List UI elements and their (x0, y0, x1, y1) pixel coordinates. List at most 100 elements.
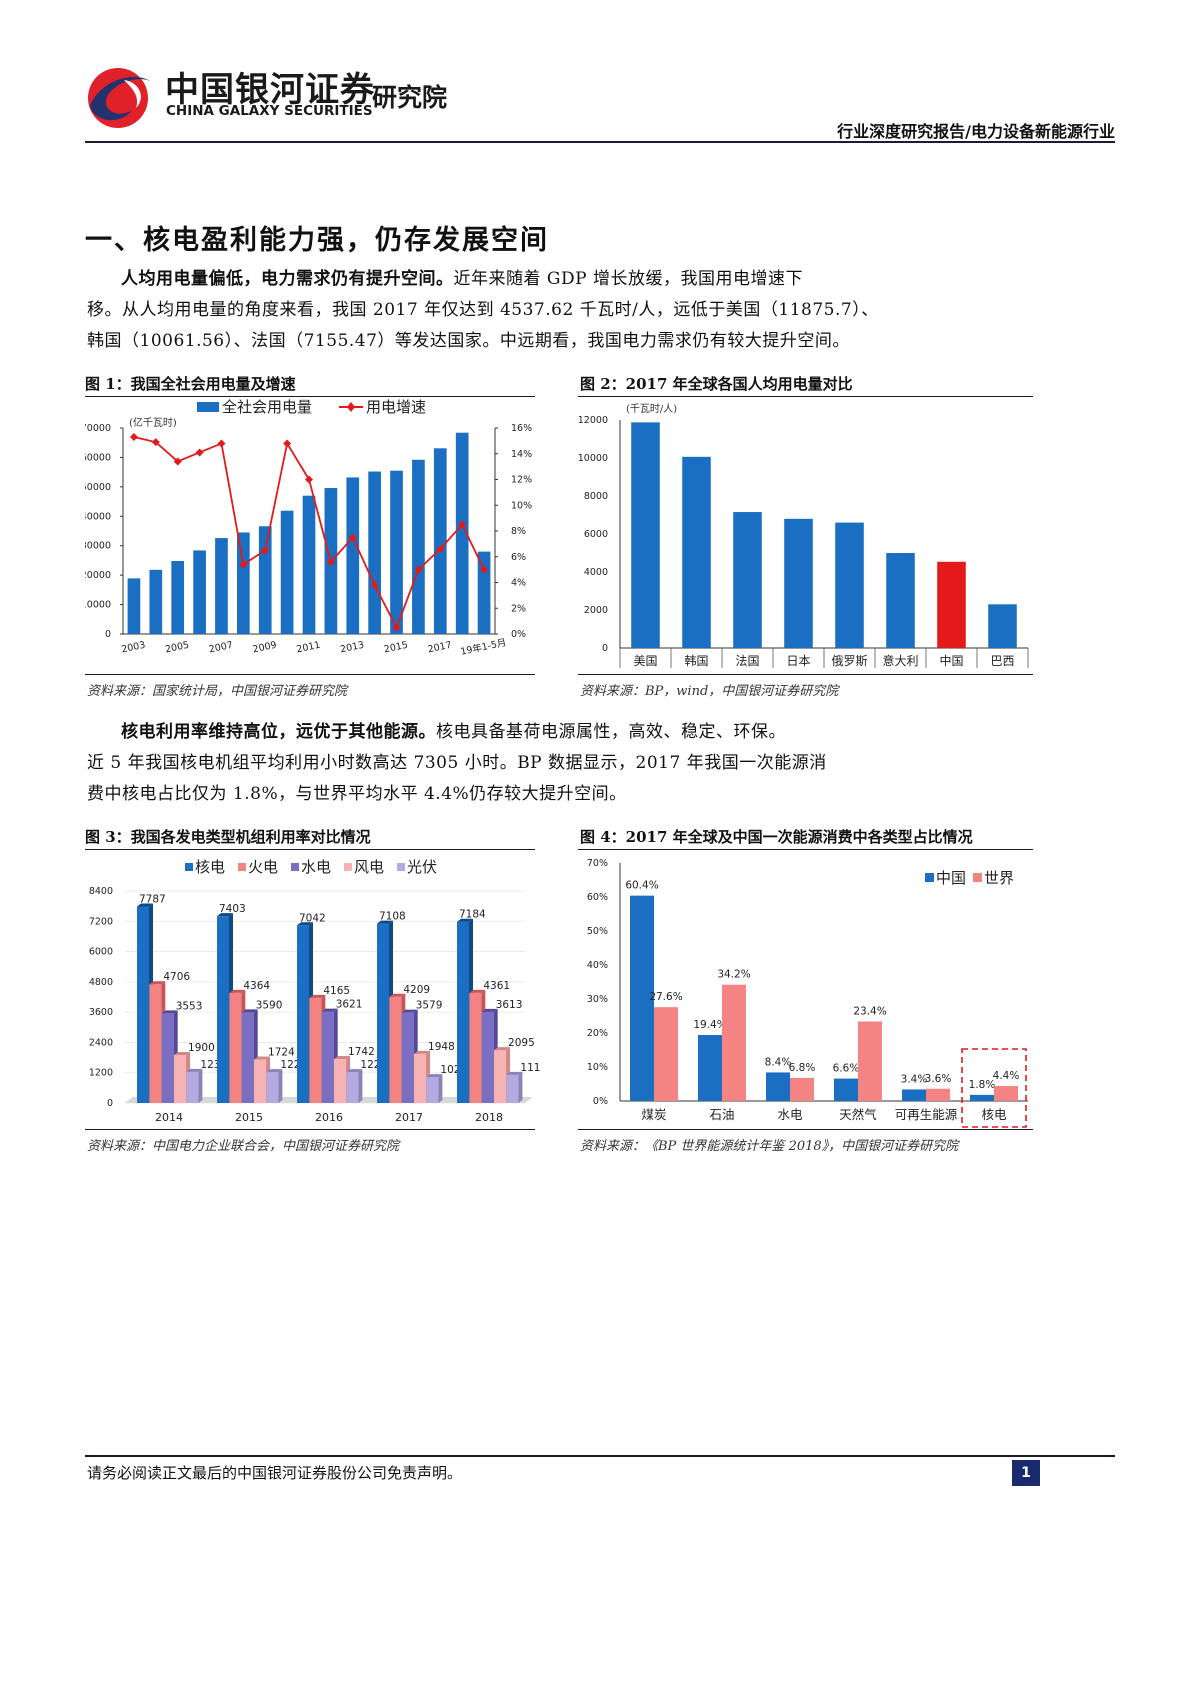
y-tick-label: 2400 (89, 1037, 113, 1048)
legend-swatch-1 (238, 863, 246, 871)
bar-consumption (412, 459, 425, 634)
fig1-title: 图 1：我国全社会用电量及增速 (85, 375, 296, 393)
bar-consumption (280, 510, 294, 634)
y-tick-label: 0 (105, 629, 111, 640)
x-tick-label: 2013 (339, 640, 365, 656)
y-tick-label: 10% (587, 1062, 608, 1073)
legend-label-2: 水电 (301, 858, 331, 876)
bar-consumption (258, 526, 272, 634)
x-tick-label: 2015 (235, 1111, 263, 1124)
data-label: 7108 (379, 911, 406, 923)
x-tick-label: 核电 (981, 1107, 1007, 1122)
data-label: 4209 (403, 984, 430, 996)
y-tick-label: 60000 (85, 452, 111, 463)
legend-label-0: 核电 (195, 858, 225, 876)
bar-consumption (346, 477, 360, 634)
para2-line3: 费中核电占比仅为 1.8%，与世界平均水平 4.4%仍存较大提升空间。 (87, 784, 627, 804)
data-label: 6.8% (789, 1062, 816, 1074)
x-tick-label: 2009 (252, 640, 278, 656)
y-tick-label: 50% (587, 926, 608, 937)
para2-line2: 近 5 年我国核电机组平均利用小时数高达 7305 小时。BP 数据显示，201… (87, 753, 827, 773)
bar-top (426, 1074, 443, 1078)
bar-top (506, 1071, 523, 1075)
bar-consumption (390, 470, 403, 634)
data-label: 3553 (176, 1000, 203, 1012)
y-tick-label: 7200 (89, 916, 113, 927)
y-tick-label: 50000 (85, 482, 111, 493)
data-label: 2095 (508, 1037, 535, 1049)
bar-中国 (766, 1072, 790, 1101)
fig4-title: 图 4：2017 年全球及中国一次能源消费中各类型占比情况 (580, 828, 973, 846)
bar-consumption (237, 532, 250, 634)
bar-3 (784, 518, 813, 648)
x-tick-label: 2005 (164, 640, 190, 656)
legend-label-1: 火电 (248, 858, 278, 876)
fig2-title-rule (578, 396, 1033, 397)
fig2-source: 资料来源：BP，wind，中国银河证券研究院 (580, 684, 839, 699)
x-tick-label: 日本 (786, 654, 810, 668)
company-logo (80, 60, 160, 132)
legend-label-3: 风电 (354, 858, 384, 876)
bar-2 (733, 512, 762, 648)
chart-fig1: 全社会用电量 用电增速 (亿千瓦时) 0 10000 20000 30000 40000 500… (85, 398, 532, 658)
page-number: 1 (1012, 1460, 1040, 1486)
legend-swatch-consumption (197, 402, 219, 412)
fig1-source: 资料来源：国家统计局，中国银河证券研究院 (87, 684, 348, 699)
bar-top (414, 1050, 431, 1054)
point-growth (305, 475, 313, 484)
point-growth (458, 520, 467, 529)
report-type: 行业深度研究报告/电力设备新能源行业 (837, 122, 1115, 141)
legend-swatch-world (973, 873, 982, 882)
bar-核电 (457, 921, 469, 1103)
data-label: 34.2% (717, 969, 750, 981)
y-tick-label: 4000 (584, 567, 608, 578)
data-label: 1742 (348, 1046, 375, 1058)
bar-7 (988, 604, 1017, 648)
bar-火电 (149, 984, 162, 1103)
point-growth (261, 546, 270, 555)
y2-tick-label: 16% (511, 423, 532, 434)
legend-label-4: 光伏 (407, 858, 437, 876)
y-tick-label: 1200 (89, 1068, 113, 1079)
x-tick-label: 可再生能源 (895, 1107, 958, 1122)
bar-consumption (477, 551, 491, 634)
bar-top (254, 1056, 271, 1060)
fig1-bottom-rule (85, 674, 535, 675)
bar-top (401, 1009, 418, 1013)
bar-火电 (309, 997, 322, 1103)
fig2-title: 图 2：2017 年全球各国人均用电量对比 (580, 375, 853, 393)
bar-side (278, 1069, 283, 1103)
bar-top (161, 1010, 178, 1014)
x-tick-label: 巴西 (990, 654, 1014, 668)
data-label: 3579 (416, 1000, 443, 1012)
point-growth (173, 457, 182, 466)
y-tick-label: 10000 (85, 600, 111, 611)
y-tick-label: 3600 (89, 1007, 113, 1018)
bar-consumption (149, 569, 163, 634)
para1-line3: 韩国（10061.56）、法国（7155.47）等发达国家。中远期看，我国电力需… (87, 331, 850, 351)
para1-lead: 人均用电量偏低，电力需求仍有提升空间。 (121, 269, 454, 289)
bar-核电 (217, 916, 229, 1103)
institute-label: 研究院 (372, 83, 448, 112)
bar-火电 (229, 992, 242, 1103)
bar-consumption (127, 578, 141, 634)
legend-label-china: 中国 (936, 869, 966, 887)
fig3-bottom-rule (85, 1129, 535, 1130)
data-label: 7184 (459, 909, 486, 921)
y2-tick-label: 2% (511, 603, 526, 614)
y-tick-label: 40% (587, 960, 608, 971)
bar-核电 (137, 906, 149, 1103)
x-tick-label: 2014 (155, 1111, 183, 1124)
section-title: 一、核电盈利能力强，仍存发展空间 (85, 225, 549, 256)
y-tick-label: 0 (107, 1098, 113, 1109)
fig4-title-rule (578, 849, 1033, 850)
point-growth (195, 448, 204, 457)
para1-line1: 近年来随着 GDP 增长放缓，我国用电增速下 (453, 269, 803, 289)
bar-水电 (241, 1012, 254, 1103)
bar-top (217, 913, 233, 917)
data-label: 1.8% (969, 1079, 996, 1091)
x-tick-label: 天然气 (839, 1107, 877, 1122)
y-tick-label: 40000 (85, 511, 111, 522)
x-tick-label: 水电 (777, 1107, 803, 1122)
bar-水电 (401, 1012, 414, 1103)
